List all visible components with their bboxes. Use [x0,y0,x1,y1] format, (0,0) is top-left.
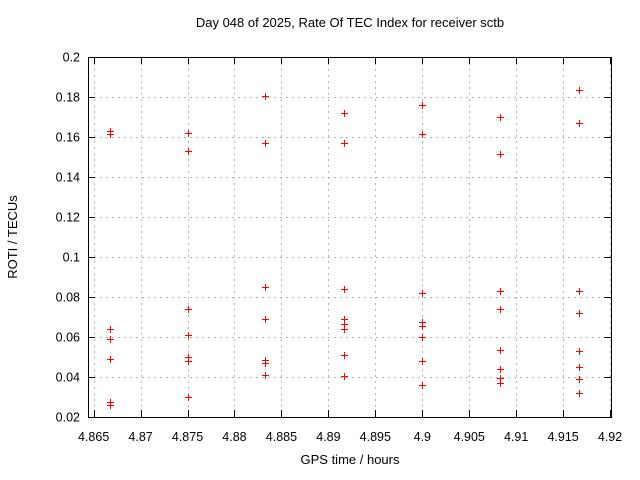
plot-border [88,57,612,418]
data-point [107,326,114,333]
data-point [341,140,348,147]
y-tick-label: 0.04 [56,371,80,385]
x-tick-label: 4.88 [222,430,246,444]
data-point [107,402,114,409]
x-tick-label: 4.91 [504,430,528,444]
data-point [576,120,583,127]
x-tick-label: 4.865 [78,430,109,444]
x-tick-label: 4.9 [414,430,431,444]
data-point [185,130,192,137]
data-point [185,148,192,155]
data-point [497,347,504,354]
data-point [419,290,426,297]
x-tick-label: 4.875 [172,430,203,444]
data-point [341,373,348,380]
data-point [185,306,192,313]
y-tick-label: 0.18 [56,91,80,105]
y-tick-label: 0.12 [56,211,80,225]
x-tick-label: 4.905 [454,430,485,444]
data-point [262,316,269,323]
plot-border-layer [88,57,612,418]
data-point [576,288,583,295]
y-tick-label: 0.2 [63,51,80,65]
data-point [497,114,504,121]
data-point [576,87,583,94]
data-point [262,93,269,100]
data-point [341,326,348,333]
data-point [185,394,192,401]
data-point [576,390,583,397]
data-point [497,288,504,295]
data-point [419,323,426,330]
data-point [419,131,426,138]
y-tick-label: 0.08 [56,291,80,305]
data-point [107,356,114,363]
y-tick-label: 0.1 [63,251,80,265]
data-point [341,352,348,359]
tick-mark-layer [88,57,611,418]
data-point [419,382,426,389]
x-tick-label: 4.895 [360,430,391,444]
data-point [107,336,114,343]
data-point [576,348,583,355]
x-tick-label: 4.89 [316,430,340,444]
x-tick-label: 4.885 [266,430,297,444]
data-point [419,334,426,341]
data-point [262,360,269,367]
data-point [419,358,426,365]
x-tick-label: 4.92 [598,430,622,444]
data-point [419,102,426,109]
data-point [576,364,583,371]
data-point [185,358,192,365]
data-point [262,140,269,147]
y-axis-label: ROTI / TECUs [5,195,20,279]
chart-title: Day 048 of 2025, Rate Of TEC Index for r… [196,15,504,30]
data-point [185,332,192,339]
y-tick-label: 0.16 [56,131,80,145]
y-tick-label: 0.02 [56,411,80,425]
data-point [497,306,504,313]
data-point [497,380,504,387]
y-tick-label: 0.06 [56,331,80,345]
data-point [576,310,583,317]
x-axis-label: GPS time / hours [301,452,400,467]
y-tick-label: 0.14 [56,171,80,185]
data-point [107,131,114,138]
data-point [497,151,504,158]
tick-label-layer: 4.865 4.87 4.875 4.88 4.885 4.89 4.895 4.9 4.905… [56,51,623,445]
data-point [341,110,348,117]
data-point [497,366,504,373]
x-tick-label: 4.87 [128,430,152,444]
grid-layer [88,57,611,418]
data-point [262,284,269,291]
data-point [576,376,583,383]
data-point-layer [107,87,583,409]
x-tick-label: 4.915 [547,430,578,444]
data-point [341,286,348,293]
data-point [262,372,269,379]
